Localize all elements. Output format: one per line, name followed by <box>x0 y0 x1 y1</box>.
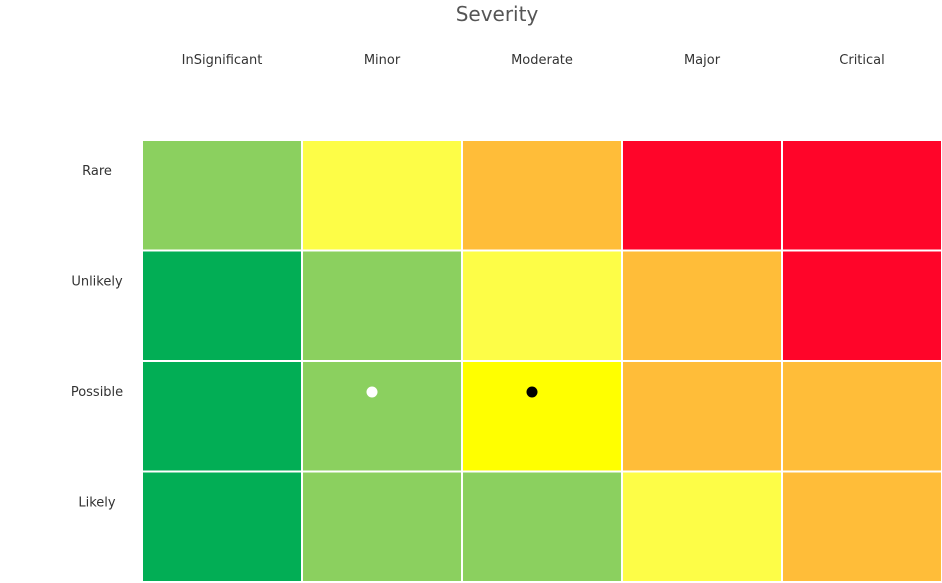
heatmap-cell <box>303 472 461 581</box>
heatmap-cell <box>303 251 461 360</box>
heatmap-cell <box>303 141 461 250</box>
column-label: Minor <box>364 53 401 68</box>
heatmap-cell <box>783 472 941 581</box>
heatmap-cell <box>783 251 941 360</box>
heatmap-cell <box>143 141 301 250</box>
heatmap-cells <box>143 141 941 581</box>
heatmap-cell <box>783 362 941 471</box>
data-point <box>526 386 538 398</box>
row-label: Rare <box>82 164 112 179</box>
chart-title: Severity <box>456 2 539 26</box>
data-points <box>366 386 538 398</box>
heatmap-cell <box>463 362 621 471</box>
column-label: Moderate <box>511 53 573 68</box>
heatmap-cell <box>783 141 941 250</box>
heatmap-cell <box>143 251 301 360</box>
column-label: Major <box>684 53 721 68</box>
heatmap-cell <box>623 141 781 250</box>
heatmap-cell <box>623 362 781 471</box>
heatmap-cell <box>303 362 461 471</box>
heatmap-cell <box>143 362 301 471</box>
heatmap-cell <box>143 472 301 581</box>
heatmap-cell <box>623 251 781 360</box>
column-label: Critical <box>839 53 884 68</box>
row-label: Possible <box>71 385 123 400</box>
data-point <box>366 386 378 398</box>
heatmap-cell <box>463 472 621 581</box>
column-label: InSignificant <box>182 53 263 68</box>
heatmap-cell <box>623 472 781 581</box>
heatmap-cell <box>463 141 621 250</box>
column-labels: InSignificant Minor Moderate Major Critical <box>182 53 885 68</box>
heatmap-cell <box>463 251 621 360</box>
row-label: Likely <box>78 496 116 511</box>
row-label: Unlikely <box>71 275 123 290</box>
row-labels: Rare Unlikely Possible Likely <box>71 164 123 511</box>
